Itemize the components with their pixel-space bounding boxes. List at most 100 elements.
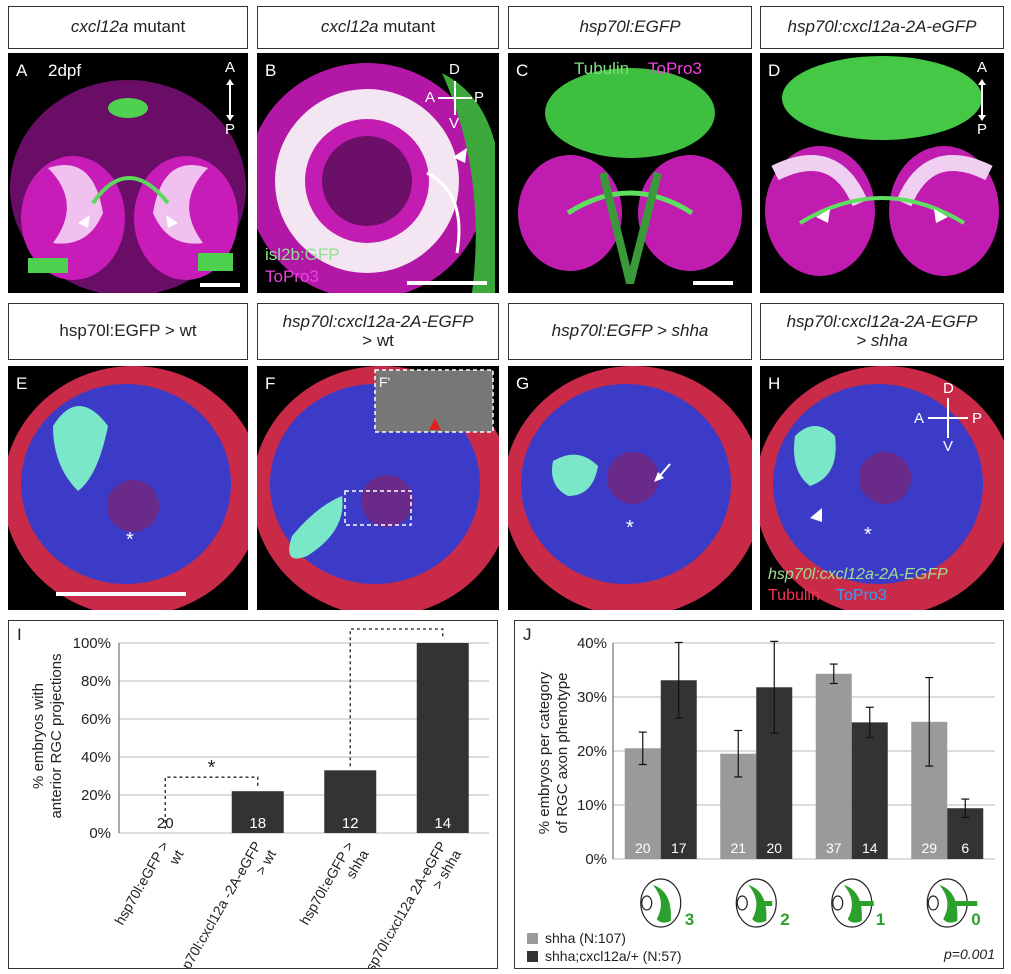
chart-i-ylabel-line2: anterior RGC projections	[48, 653, 65, 818]
panel-label: G	[516, 374, 530, 393]
x-tick-line: hsp70l:eGFP >	[296, 839, 357, 928]
panel-g-micrograph: *	[508, 366, 752, 610]
bar-n-label: 17	[671, 840, 687, 856]
significance-label: ***	[385, 621, 409, 631]
legend-topro3: ToPro3	[648, 59, 702, 78]
panel-label: I	[17, 625, 22, 644]
x-tick-line: hsp70l:cxcl12a 2A-eGFP	[358, 839, 449, 969]
arrowhead-icon	[810, 508, 822, 522]
bar-n-label: 6	[961, 840, 969, 856]
x-tick-line: hsp70l:eGFP >	[111, 839, 172, 928]
axon-stub	[760, 901, 773, 906]
panel-f-micrograph	[257, 366, 499, 610]
legend-transgene: hsp70l:cxcl12a-2A-EGFP	[768, 566, 948, 583]
y-tick-label: 60%	[81, 711, 111, 728]
panel-c-micrograph	[518, 68, 742, 285]
header-rest: mutant	[378, 17, 436, 37]
axis-d: D	[449, 61, 460, 78]
bar-n-label: 37	[826, 840, 842, 856]
asterisk-icon: *	[864, 524, 872, 546]
header-panel-h: hsp70l:cxcl12a-2A-EGFP > shha	[760, 303, 1004, 360]
panel-d-micrograph	[765, 56, 999, 276]
lens	[927, 895, 939, 911]
significance-label: *	[208, 757, 216, 779]
header-rest: mutant	[128, 17, 186, 37]
rgc-layer	[939, 885, 958, 923]
category-label: 1	[876, 910, 885, 929]
y-tick-label: 0%	[585, 851, 607, 868]
bar-n-label: 20	[157, 815, 174, 832]
y-tick-label: 20%	[81, 787, 111, 804]
header-panel-a: cxcl12a mutant	[8, 6, 248, 49]
panel-label: H	[768, 374, 781, 393]
x-tick-label: hsp70l:cxcl12a -2A-eGFP> wt	[171, 838, 279, 968]
panel-f-image: F F'	[257, 366, 499, 610]
x-tick-label: hsp70l:eGFP >wt	[111, 838, 186, 936]
legend-tubulin: Tubulin	[574, 59, 630, 78]
y-tick-label: 30%	[577, 689, 607, 706]
asterisk-icon: *	[626, 517, 634, 539]
axon-stub	[951, 901, 978, 906]
header-italic: cxcl12a	[70, 17, 129, 37]
axis-p: P	[972, 410, 983, 427]
bar-n-label: 20	[766, 840, 782, 856]
header-panel-g: hsp70l:EGFP > shha	[508, 303, 752, 360]
chart-j-ylabel-line2: of RGC axon phenotype	[554, 673, 571, 834]
x-tick-label: hsp70l:cxcl12a 2A-eGFP> shha	[358, 838, 464, 968]
legend-label: shha (N:107)	[545, 930, 626, 946]
bar	[324, 770, 377, 833]
p-value-label: p=0.001	[943, 946, 995, 962]
chart-i-svg: % embryos with anterior RGC projections …	[30, 621, 489, 968]
lens	[832, 895, 844, 911]
panel-label: A	[16, 61, 28, 80]
legend-swatch	[527, 951, 538, 962]
header-panel-e: hsp70l:EGFP > wt	[8, 303, 248, 360]
bar	[851, 722, 888, 859]
header-line1: hsp70l:cxcl12a-2A-EGFP	[786, 311, 978, 331]
bar-n-label: 14	[434, 815, 451, 832]
y-tick-label: 0%	[89, 825, 111, 842]
panel-h-micrograph: *	[760, 366, 1004, 610]
header-panel-c: hsp70l:EGFP	[508, 6, 752, 49]
panel-b-image: B D V A P isl2b:GFP ToPro3	[257, 53, 499, 293]
axis-label-bottom: P	[225, 121, 236, 138]
legend-tubulin: Tubulin	[768, 587, 820, 604]
eye-outline	[640, 878, 682, 928]
panel-label: E	[16, 374, 28, 393]
header-line2: > shha	[856, 330, 908, 350]
panel-d-image: D A P	[760, 53, 1004, 293]
bar-n-label: 20	[635, 840, 651, 856]
panel-label: B	[265, 61, 277, 80]
eye-schematic-icon: 2	[735, 878, 790, 929]
legend-topro3: ToPro3	[836, 587, 887, 604]
panel-e-image: * E	[8, 366, 248, 610]
header-line1: hsp70l:cxcl12a-2A-EGFP	[282, 311, 474, 331]
axis-label-bottom: P	[977, 121, 988, 138]
header-line1: hsp70l:EGFP > wt	[59, 321, 197, 341]
bar	[231, 791, 284, 833]
chart-j-svg: % embryos per category of RGC axon pheno…	[527, 635, 995, 964]
eye-schematic-icon: 1	[831, 878, 885, 929]
x-tick-line: wt	[165, 847, 186, 868]
rgc-layer	[843, 885, 862, 923]
category-label: 2	[780, 910, 789, 929]
bar	[416, 643, 469, 833]
y-tick-label: 20%	[577, 743, 607, 760]
scale-bar	[693, 281, 733, 285]
panel-a-micrograph	[10, 79, 246, 293]
inset-label: F'	[379, 374, 391, 390]
lens	[736, 895, 748, 911]
asterisk-icon: *	[126, 529, 134, 551]
header-italic: cxcl12a	[320, 17, 379, 37]
bar-n-label: 29	[921, 840, 937, 856]
header-panel-d: hsp70l:cxcl12a-2A-eGFP	[760, 6, 1004, 49]
header-italic: hsp70l:EGFP	[579, 17, 681, 37]
legend-label: shha;cxcl12a/+ (N:57)	[545, 948, 682, 964]
arrowhead-icon	[78, 215, 90, 228]
panel-e-micrograph: *	[8, 366, 248, 610]
axis-v: V	[449, 115, 460, 132]
chart-j-ylabel-line1: % embryos per category	[536, 671, 553, 834]
legend-swatch	[527, 933, 538, 944]
age-label: 2dpf	[48, 61, 82, 80]
scale-bar	[200, 283, 240, 287]
